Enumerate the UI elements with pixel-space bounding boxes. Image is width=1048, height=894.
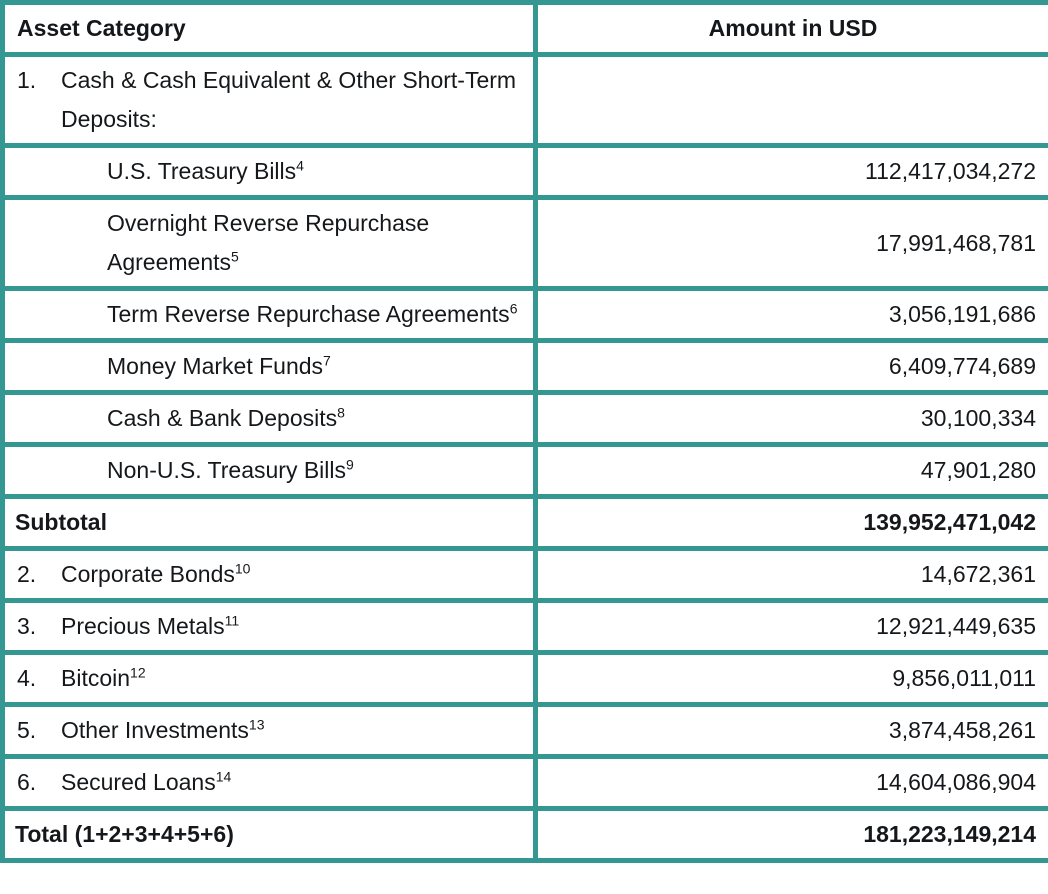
amount-cell: 139,952,471,042 [533, 494, 1048, 551]
asset-category-label: U.S. Treasury Bills4 [107, 157, 304, 184]
asset-category-cell: 1. Cash & Cash Equivalent & Other Short-T… [0, 52, 538, 148]
footnote-reference: 13 [248, 716, 265, 733]
row-number: 5. [17, 717, 37, 743]
row-number: 1. [17, 67, 37, 93]
table-row: U.S. Treasury Bills4 112,417,034,272 [0, 143, 1048, 200]
amount-cell: 17,991,468,781 [533, 195, 1048, 291]
table-row: 5. Other Investments13 3,874,458,261 [0, 702, 1048, 759]
amount-cell: 181,223,149,214 [533, 806, 1048, 863]
asset-category-content: Non-U.S. Treasury Bills9 [107, 451, 521, 490]
header-row: Asset Category Amount in USD [0, 0, 1048, 57]
table-row: Non-U.S. Treasury Bills9 47,901,280 [0, 442, 1048, 499]
asset-category-content: Money Market Funds7 [107, 347, 521, 386]
table-row: 6. Secured Loans14 14,604,086,904 [0, 754, 1048, 811]
table-row: Term Reverse Repurchase Agreements6 3,056… [0, 286, 1048, 343]
amount-cell: 3,056,191,686 [533, 286, 1048, 343]
asset-category-cell: Overnight Reverse Repurchase Agreements5 [0, 195, 538, 291]
amount-cell: 6,409,774,689 [533, 338, 1048, 395]
asset-category-cell: Subtotal [0, 494, 538, 551]
row-number: 2. [17, 561, 37, 587]
footnote-reference: 11 [224, 612, 240, 629]
amount-cell: 47,901,280 [533, 442, 1048, 499]
column-header-asset-category: Asset Category [0, 0, 538, 57]
asset-reserves-table: Asset Category Amount in USD 1. Cash & Ca… [0, 0, 1048, 863]
asset-category-cell: Total (1+2+3+4+5+6) [0, 806, 538, 863]
table-row: Money Market Funds7 6,409,774,689 [0, 338, 1048, 395]
asset-category-content: Overnight Reverse Repurchase Agreements5 [107, 204, 521, 282]
asset-category-label: Subtotal [15, 509, 107, 535]
footnote-reference: 10 [234, 560, 251, 577]
table-row: 3. Precious Metals11 12,921,449,635 [0, 598, 1048, 655]
asset-category-content: Cash & Bank Deposits8 [107, 399, 521, 438]
asset-category-content: U.S. Treasury Bills4 [107, 152, 521, 191]
asset-category-cell: 4. Bitcoin12 [0, 650, 538, 707]
table-row: 2. Corporate Bonds10 14,672,361 [0, 546, 1048, 603]
footnote-reference: 8 [337, 404, 345, 421]
asset-category-label: Total (1+2+3+4+5+6) [15, 821, 234, 847]
table-row: Total (1+2+3+4+5+6) 181,223,149,214 [0, 806, 1048, 863]
asset-category-content: 6. Secured Loans14 [17, 763, 521, 802]
asset-category-label: Non-U.S. Treasury Bills9 [107, 456, 354, 483]
asset-category-cell: Money Market Funds7 [0, 338, 538, 395]
reserves-report-page: Asset Category Amount in USD 1. Cash & Ca… [0, 0, 1048, 863]
asset-category-content: Total (1+2+3+4+5+6) [15, 815, 521, 854]
table-row: Cash & Bank Deposits8 30,100,334 [0, 390, 1048, 447]
asset-category-content: 1. Cash & Cash Equivalent & Other Short-T… [17, 61, 521, 139]
row-number: 4. [17, 665, 37, 691]
footnote-reference: 4 [296, 157, 304, 174]
footnote-reference: 9 [346, 456, 354, 473]
asset-category-cell: Term Reverse Repurchase Agreements6 [0, 286, 538, 343]
footnote-reference: 6 [509, 300, 518, 317]
asset-category-label: Secured Loans14 [61, 768, 232, 795]
footnote-reference: 14 [215, 768, 232, 785]
amount-cell: 30,100,334 [533, 390, 1048, 447]
footnote-reference: 12 [130, 664, 146, 681]
table-row: Subtotal 139,952,471,042 [0, 494, 1048, 551]
asset-category-content: 5. Other Investments13 [17, 711, 521, 750]
amount-cell: 112,417,034,272 [533, 143, 1048, 200]
table-row: 1. Cash & Cash Equivalent & Other Short-T… [0, 52, 1048, 148]
table-row: 4. Bitcoin12 9,856,011,011 [0, 650, 1048, 707]
asset-category-label: Bitcoin12 [61, 664, 146, 691]
asset-category-cell: U.S. Treasury Bills4 [0, 143, 538, 200]
asset-category-cell: 2. Corporate Bonds10 [0, 546, 538, 603]
asset-category-label: Term Reverse Repurchase Agreements6 [107, 300, 518, 327]
asset-category-cell: 6. Secured Loans14 [0, 754, 538, 811]
row-number: 6. [17, 769, 37, 795]
asset-category-content: 2. Corporate Bonds10 [17, 555, 521, 594]
amount-cell: 3,874,458,261 [533, 702, 1048, 759]
row-number: 3. [17, 613, 37, 639]
asset-category-label: Cash & Bank Deposits8 [107, 404, 345, 431]
asset-category-label: Corporate Bonds10 [61, 560, 251, 587]
amount-cell [533, 52, 1048, 148]
asset-category-cell: 3. Precious Metals11 [0, 598, 538, 655]
amount-cell: 12,921,449,635 [533, 598, 1048, 655]
asset-category-cell: 5. Other Investments13 [0, 702, 538, 759]
asset-category-content: Term Reverse Repurchase Agreements6 [107, 295, 521, 334]
asset-category-cell: Cash & Bank Deposits8 [0, 390, 538, 447]
table-row: Overnight Reverse Repurchase Agreements5… [0, 195, 1048, 291]
asset-category-label: Other Investments13 [61, 716, 265, 743]
asset-category-label: Money Market Funds7 [107, 352, 331, 379]
asset-category-label: Precious Metals11 [61, 612, 240, 639]
footnote-reference: 7 [323, 352, 331, 369]
footnote-reference: 5 [231, 248, 239, 265]
asset-category-content: 3. Precious Metals11 [17, 607, 521, 646]
asset-category-content: Subtotal [15, 503, 521, 542]
table-header: Asset Category Amount in USD [0, 0, 1048, 57]
table-body: 1. Cash & Cash Equivalent & Other Short-T… [0, 52, 1048, 863]
asset-category-label: Overnight Reverse Repurchase Agreements5 [107, 210, 430, 275]
amount-cell: 14,672,361 [533, 546, 1048, 603]
column-header-amount-in-usd: Amount in USD [533, 0, 1048, 57]
asset-category-cell: Non-U.S. Treasury Bills9 [0, 442, 538, 499]
asset-category-content: 4. Bitcoin12 [17, 659, 521, 698]
amount-cell: 14,604,086,904 [533, 754, 1048, 811]
asset-category-label: Cash & Cash Equivalent & Other Short-Ter… [61, 67, 517, 132]
amount-cell: 9,856,011,011 [533, 650, 1048, 707]
